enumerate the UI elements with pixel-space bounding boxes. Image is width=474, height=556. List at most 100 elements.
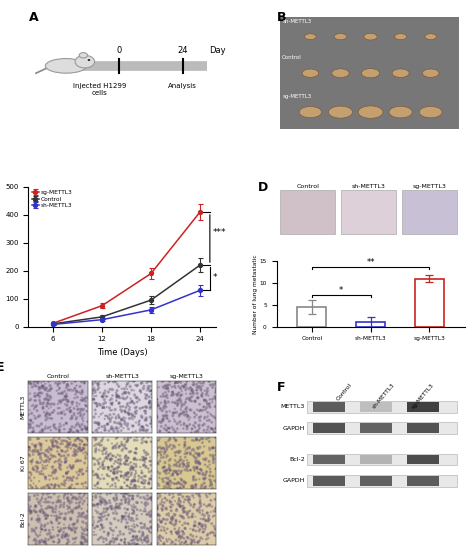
Point bbox=[50, 400, 58, 409]
Point bbox=[50, 423, 58, 431]
Text: GAPDH: GAPDH bbox=[283, 478, 305, 483]
Point bbox=[145, 537, 152, 545]
Point bbox=[55, 376, 62, 385]
Point bbox=[140, 455, 147, 464]
Point bbox=[195, 491, 203, 500]
Point bbox=[52, 502, 60, 510]
Point bbox=[159, 415, 167, 424]
Point bbox=[30, 473, 38, 482]
Point bbox=[121, 434, 128, 443]
Point bbox=[178, 475, 185, 484]
Point bbox=[91, 441, 98, 450]
Point bbox=[203, 434, 210, 443]
Point bbox=[180, 528, 187, 537]
Point bbox=[26, 389, 34, 398]
Point bbox=[173, 391, 181, 400]
Point bbox=[118, 426, 125, 435]
Point bbox=[180, 460, 188, 469]
Point bbox=[141, 390, 149, 399]
Point bbox=[80, 539, 87, 548]
Point bbox=[196, 469, 203, 478]
Point bbox=[41, 395, 48, 404]
Point bbox=[99, 392, 106, 401]
Point bbox=[173, 419, 181, 428]
Point bbox=[115, 392, 122, 401]
Point bbox=[103, 420, 111, 429]
Point bbox=[81, 497, 88, 505]
Point bbox=[25, 500, 32, 509]
Point bbox=[140, 453, 148, 462]
Point bbox=[64, 385, 72, 394]
Point bbox=[113, 495, 121, 504]
Point bbox=[65, 404, 73, 413]
Point bbox=[201, 474, 209, 483]
Point bbox=[123, 444, 130, 453]
Point bbox=[30, 391, 38, 400]
Point bbox=[122, 475, 130, 484]
Point bbox=[125, 498, 132, 507]
Point bbox=[182, 410, 190, 419]
Point bbox=[133, 433, 140, 441]
Point bbox=[42, 510, 50, 519]
Point bbox=[38, 443, 46, 452]
Point bbox=[47, 493, 55, 502]
Point bbox=[137, 387, 144, 396]
Point bbox=[141, 520, 148, 529]
Point bbox=[111, 418, 118, 427]
Point bbox=[116, 502, 123, 511]
Point bbox=[54, 447, 61, 456]
Point bbox=[190, 408, 198, 417]
Point bbox=[31, 447, 38, 456]
Point bbox=[164, 474, 172, 483]
Point bbox=[196, 382, 204, 391]
Point bbox=[196, 495, 204, 504]
Point bbox=[165, 483, 173, 492]
Point bbox=[193, 463, 201, 471]
Point bbox=[171, 479, 178, 488]
Point bbox=[90, 516, 98, 525]
Point bbox=[104, 388, 112, 396]
Point bbox=[128, 536, 136, 545]
Point bbox=[183, 456, 191, 465]
Point bbox=[158, 406, 166, 415]
Y-axis label: METTL3: METTL3 bbox=[21, 395, 26, 419]
Point bbox=[104, 419, 111, 428]
Point bbox=[64, 440, 72, 449]
Point bbox=[29, 465, 36, 474]
Point bbox=[73, 421, 80, 430]
Point bbox=[140, 426, 148, 435]
Point bbox=[121, 489, 129, 498]
Point bbox=[96, 525, 104, 534]
Point bbox=[128, 468, 136, 477]
Point bbox=[82, 393, 90, 402]
Point bbox=[201, 511, 208, 520]
Point bbox=[137, 506, 144, 515]
Point bbox=[68, 379, 75, 388]
Point bbox=[125, 513, 133, 522]
Point bbox=[63, 401, 71, 410]
Point bbox=[180, 459, 187, 468]
Point bbox=[112, 502, 120, 510]
Point bbox=[103, 536, 110, 545]
Point bbox=[72, 386, 80, 395]
Point bbox=[70, 428, 77, 437]
Point bbox=[120, 416, 128, 425]
Point bbox=[171, 524, 179, 533]
Point bbox=[42, 394, 50, 403]
Point bbox=[27, 395, 35, 404]
Point bbox=[42, 464, 50, 473]
Point bbox=[139, 530, 147, 539]
Point bbox=[100, 426, 108, 435]
Point bbox=[148, 539, 155, 548]
Point bbox=[178, 387, 186, 396]
Point bbox=[129, 465, 137, 474]
Point bbox=[146, 453, 154, 462]
Point bbox=[60, 451, 68, 460]
Point bbox=[129, 535, 137, 544]
Point bbox=[105, 510, 112, 519]
Point bbox=[179, 463, 187, 471]
Point bbox=[138, 519, 146, 528]
Point bbox=[53, 386, 61, 395]
Point bbox=[184, 459, 191, 468]
Point bbox=[79, 388, 87, 397]
